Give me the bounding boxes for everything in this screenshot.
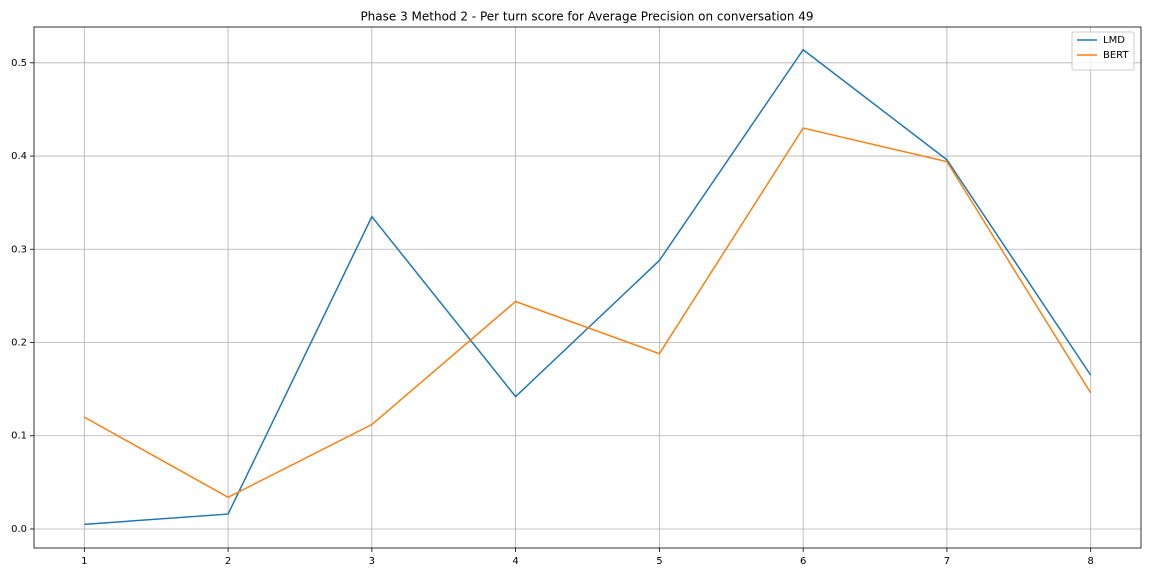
x-tick-label: 8 <box>1087 556 1093 567</box>
x-tick-label: 7 <box>944 556 950 567</box>
x-tick-label: 2 <box>225 556 231 567</box>
x-tick-label: 5 <box>656 556 662 567</box>
x-tick-label: 1 <box>81 556 87 567</box>
legend: LMD BERT <box>1071 31 1135 71</box>
y-tick-label: 0.0 <box>11 524 27 535</box>
x-tick-label: 6 <box>800 556 806 567</box>
chart-title: Phase 3 Method 2 - Per turn score for Av… <box>360 10 813 24</box>
series-line <box>84 48 1092 526</box>
legend-label: BERT <box>1103 50 1129 61</box>
plot-frame <box>33 26 1142 549</box>
x-tick-label: 3 <box>369 556 375 567</box>
legend-box <box>1071 31 1135 71</box>
y-tick-label: 0.2 <box>11 338 27 349</box>
series-line <box>83 127 1092 499</box>
y-tick-label: 0.1 <box>11 431 27 442</box>
y-tick-label: 0.5 <box>11 58 27 69</box>
legend-label: LMD <box>1103 35 1125 46</box>
y-tick-label: 0.3 <box>11 244 27 255</box>
y-tick-label: 0.4 <box>11 151 27 162</box>
x-tick-label: 4 <box>512 556 518 567</box>
